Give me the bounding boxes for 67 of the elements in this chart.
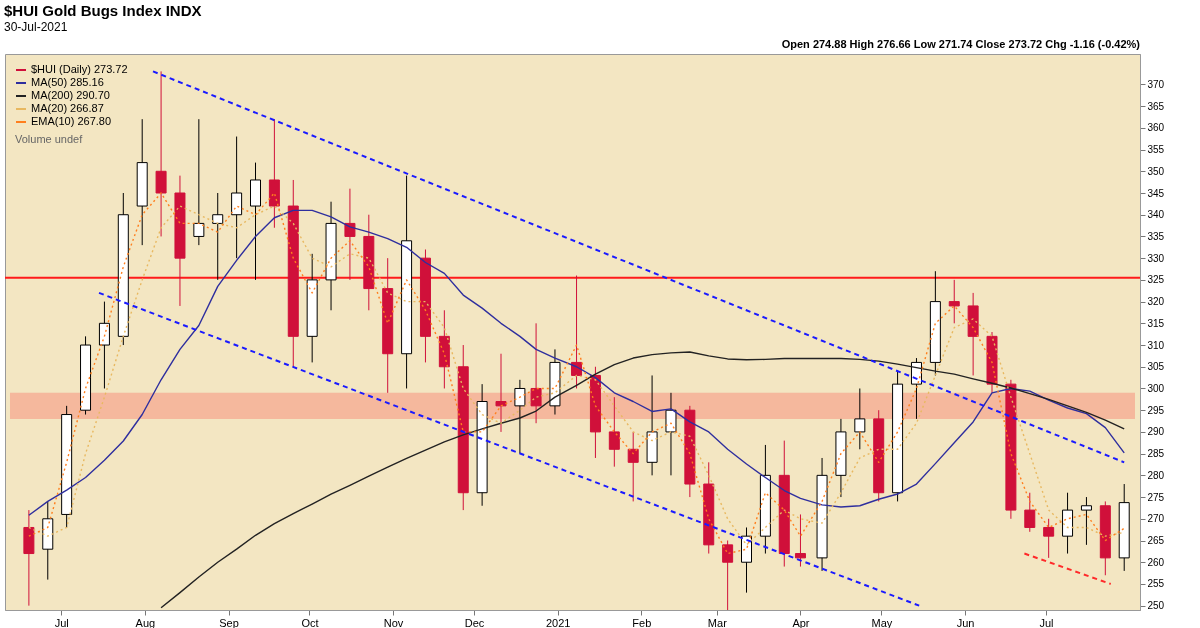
legend-label: MA(200) 290.70 — [31, 89, 110, 101]
x-tick-label: 2021 — [545, 616, 571, 628]
candlestick — [98, 301, 110, 389]
y-tick-label: 365 — [1147, 100, 1165, 112]
y-tick-label: 250 — [1147, 600, 1165, 612]
x-tick-label: Oct — [301, 616, 319, 628]
y-tick-label: 335 — [1147, 230, 1165, 242]
candlestick — [212, 192, 224, 281]
line-series — [160, 351, 1125, 609]
candlestick — [794, 513, 806, 568]
y-tick-label: 355 — [1147, 144, 1165, 156]
y-tick-label: 315 — [1147, 317, 1165, 329]
candlestick — [495, 353, 507, 433]
x-tick-label: Jul — [1039, 616, 1054, 628]
candlestick — [193, 118, 205, 246]
candlestick — [1043, 518, 1055, 559]
y-tick-label: 360 — [1147, 122, 1165, 134]
y-tick-label: 270 — [1147, 513, 1165, 525]
candlestick — [854, 387, 866, 450]
y-tick-label: 275 — [1147, 491, 1165, 503]
y-tick-label: 280 — [1147, 469, 1165, 481]
y-tick-label: 340 — [1147, 209, 1165, 221]
y-tick-label: 305 — [1147, 361, 1165, 373]
candlestick — [627, 431, 639, 502]
legend-label: EMA(10) 267.80 — [31, 115, 112, 127]
y-tick-label: 330 — [1147, 252, 1165, 264]
chart-subtitle: 30-Jul-2021 — [4, 20, 68, 34]
candlestick — [722, 540, 734, 611]
x-tick-label: Aug — [135, 616, 156, 628]
y-tick-label: 345 — [1147, 187, 1165, 199]
x-tick-label: May — [871, 616, 893, 628]
legend-label: MA(50) 285.16 — [31, 76, 104, 88]
chart-title: $HUI Gold Bugs Index INDX — [4, 2, 202, 19]
x-tick-label: Nov — [383, 616, 404, 628]
candlestick — [948, 279, 960, 324]
annotation: Volume undef — [15, 133, 84, 145]
y-tick-label: 295 — [1147, 404, 1165, 416]
x-tick-label: Sep — [219, 616, 239, 628]
text: Open 274.88 High 276.66 Low 271.74 Close 273.72 Chg -1.16 (-0.42%) — [781, 38, 1141, 50]
y-tick-label: 370 — [1147, 78, 1165, 90]
x-tick-label: Feb — [632, 616, 652, 628]
x-tick-label: Apr — [792, 616, 810, 628]
legend-label: MA(20) 266.87 — [31, 102, 104, 114]
candlestick — [514, 379, 526, 455]
y-tick-label: 320 — [1147, 296, 1165, 308]
candlestick — [344, 188, 356, 281]
candlestick — [530, 322, 542, 424]
y-tick-label: 325 — [1147, 274, 1165, 286]
candlestick — [1024, 492, 1036, 533]
y-tick-label: 265 — [1147, 535, 1165, 546]
candlestick — [231, 136, 243, 259]
y-tick-label: 310 — [1147, 339, 1165, 351]
candlestick — [1080, 496, 1092, 546]
y-tick-label: 255 — [1147, 578, 1165, 590]
y-tick-label: 350 — [1147, 165, 1165, 177]
x-tick-label: Jul — [54, 616, 69, 628]
y-tick-label: 290 — [1147, 426, 1165, 438]
y-tick-label: 300 — [1147, 382, 1165, 394]
legend-label: $HUI (Daily) 273.72 — [31, 63, 128, 75]
y-tick-label: 260 — [1147, 556, 1165, 568]
candlestick — [608, 396, 620, 468]
candlestick — [665, 392, 677, 476]
x-tick-label: Mar — [707, 616, 728, 628]
x-tick-label: Dec — [464, 616, 485, 628]
y-tick-label: 285 — [1147, 448, 1165, 460]
x-tick-label: Jun — [956, 616, 975, 628]
candlestick — [155, 70, 167, 237]
